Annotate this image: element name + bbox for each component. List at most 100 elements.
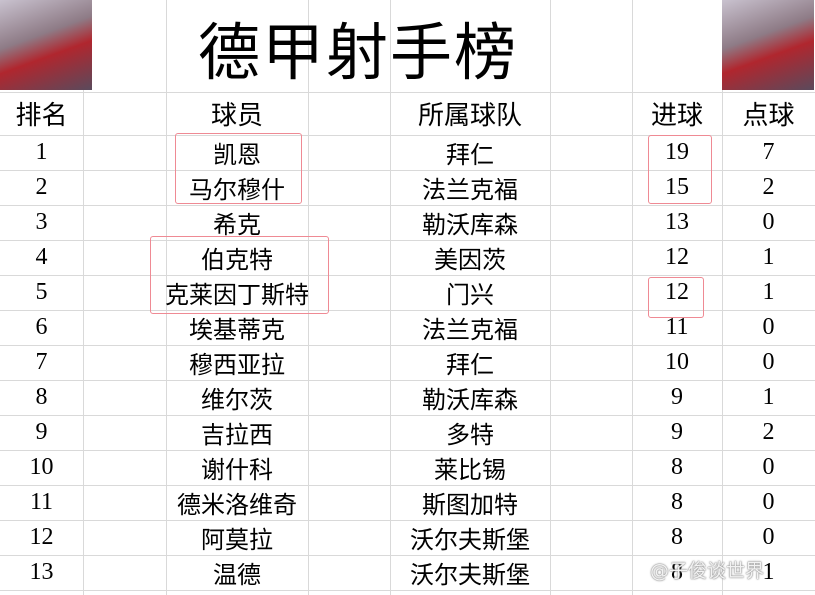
table-cell: 1 xyxy=(762,244,775,270)
table-cell: 0 xyxy=(762,489,775,515)
table-cell: 勒沃库森 xyxy=(422,213,518,239)
table-cell: 温德 xyxy=(213,563,261,589)
table-cell: 6 xyxy=(35,314,48,340)
grid-line xyxy=(308,0,309,595)
grid-line xyxy=(83,0,84,595)
table-cell: 伯克特 xyxy=(201,248,273,274)
table-cell: 莱比锡 xyxy=(434,458,506,484)
grid-line xyxy=(0,135,815,136)
grid-line xyxy=(0,240,815,241)
corner-image xyxy=(0,0,92,90)
table-cell: 4 xyxy=(35,244,48,270)
table-cell: 凯恩 xyxy=(213,143,261,169)
table-cell: 多特 xyxy=(446,423,494,449)
table-cell: 埃基蒂克 xyxy=(189,318,285,344)
column-header: 进球 xyxy=(650,101,703,130)
grid-line xyxy=(0,275,815,276)
corner-image xyxy=(722,0,814,90)
table-cell: 12 xyxy=(665,244,689,270)
table-cell: 拜仁 xyxy=(446,353,494,379)
table-cell: 12 xyxy=(29,524,54,550)
grid-line xyxy=(0,415,815,416)
table-cell: 5 xyxy=(35,279,48,305)
grid-line xyxy=(632,0,633,595)
table-cell: 11 xyxy=(29,489,54,515)
table-cell: 法兰克福 xyxy=(422,318,518,344)
table-cell: 门兴 xyxy=(446,283,494,309)
table-cell: 15 xyxy=(665,174,689,200)
grid-line xyxy=(390,0,391,595)
title: 德甲射手榜 xyxy=(197,20,518,88)
grid-line xyxy=(0,380,815,381)
table-cell: 拜仁 xyxy=(446,143,494,169)
table-cell: 0 xyxy=(762,524,775,550)
table-cell: 8 xyxy=(671,454,683,480)
table-cell: 19 xyxy=(665,139,689,165)
grid-line xyxy=(0,450,815,451)
grid-line xyxy=(0,170,815,171)
table-cell: 希克 xyxy=(213,213,261,239)
table-cell: 12 xyxy=(665,279,689,305)
table-cell: 1 xyxy=(762,559,775,585)
table-cell: 美因茨 xyxy=(434,248,506,274)
table-cell: 维尔茨 xyxy=(201,388,273,414)
table-cell: 9 xyxy=(35,419,48,445)
table-cell: 9 xyxy=(671,384,683,410)
table-cell: 8 xyxy=(35,384,48,410)
table-cell: 斯图加特 xyxy=(422,493,518,519)
table-cell: 3 xyxy=(35,209,48,235)
highlight-box xyxy=(648,277,704,318)
column-header: 点球 xyxy=(742,101,795,130)
table-cell: 7 xyxy=(762,139,775,165)
table-cell: 阿莫拉 xyxy=(201,528,273,554)
table-cell: 13 xyxy=(665,209,689,235)
grid-line xyxy=(0,310,815,311)
table-cell: 0 xyxy=(762,314,775,340)
table-cell: 10 xyxy=(29,454,54,480)
table-cell: 0 xyxy=(762,454,775,480)
table-cell: 0 xyxy=(762,349,775,375)
grid-line xyxy=(0,485,815,486)
watermark: @子俊谈世界 xyxy=(650,560,765,582)
column-header: 所属球队 xyxy=(417,101,522,130)
grid-line xyxy=(0,345,815,346)
table-cell: 11 xyxy=(665,314,689,340)
table-cell: 10 xyxy=(665,349,689,375)
table-cell: 谢什科 xyxy=(201,458,273,484)
table-cell: 勒沃库森 xyxy=(422,388,518,414)
table-cell: 8 xyxy=(671,559,683,585)
table-cell: 马尔穆什 xyxy=(189,178,285,204)
highlight-box xyxy=(648,135,712,204)
grid-line xyxy=(550,0,551,595)
table-cell: 沃尔夫斯堡 xyxy=(410,528,530,554)
table-cell: 9 xyxy=(671,419,683,445)
highlight-box xyxy=(175,133,302,204)
table-cell: 2 xyxy=(762,174,775,200)
grid-line xyxy=(166,0,167,595)
column-header: 排名 xyxy=(15,101,68,130)
table-cell: 吉拉西 xyxy=(201,423,273,449)
highlight-box xyxy=(150,236,329,314)
grid-line xyxy=(0,590,815,591)
table-cell: 8 xyxy=(671,489,683,515)
table-cell: 7 xyxy=(35,349,48,375)
table-cell: 1 xyxy=(762,384,775,410)
table-cell: 1 xyxy=(35,139,48,165)
grid-line xyxy=(0,555,815,556)
table-cell: 8 xyxy=(671,524,683,550)
column-header: 球员 xyxy=(210,101,263,130)
grid-line xyxy=(0,92,815,93)
grid-line xyxy=(0,520,815,521)
table-cell: 沃尔夫斯堡 xyxy=(410,563,530,589)
table-cell: 1 xyxy=(762,279,775,305)
table-cell: 克莱因丁斯特 xyxy=(165,283,309,309)
table-cell: 0 xyxy=(762,209,775,235)
table-cell: 2 xyxy=(35,174,48,200)
table-cell: 穆西亚拉 xyxy=(189,353,285,379)
table-cell: 2 xyxy=(762,419,775,445)
table-cell: 法兰克福 xyxy=(422,178,518,204)
grid-line xyxy=(0,205,815,206)
grid-line xyxy=(722,0,723,595)
table-cell: 13 xyxy=(29,559,54,585)
